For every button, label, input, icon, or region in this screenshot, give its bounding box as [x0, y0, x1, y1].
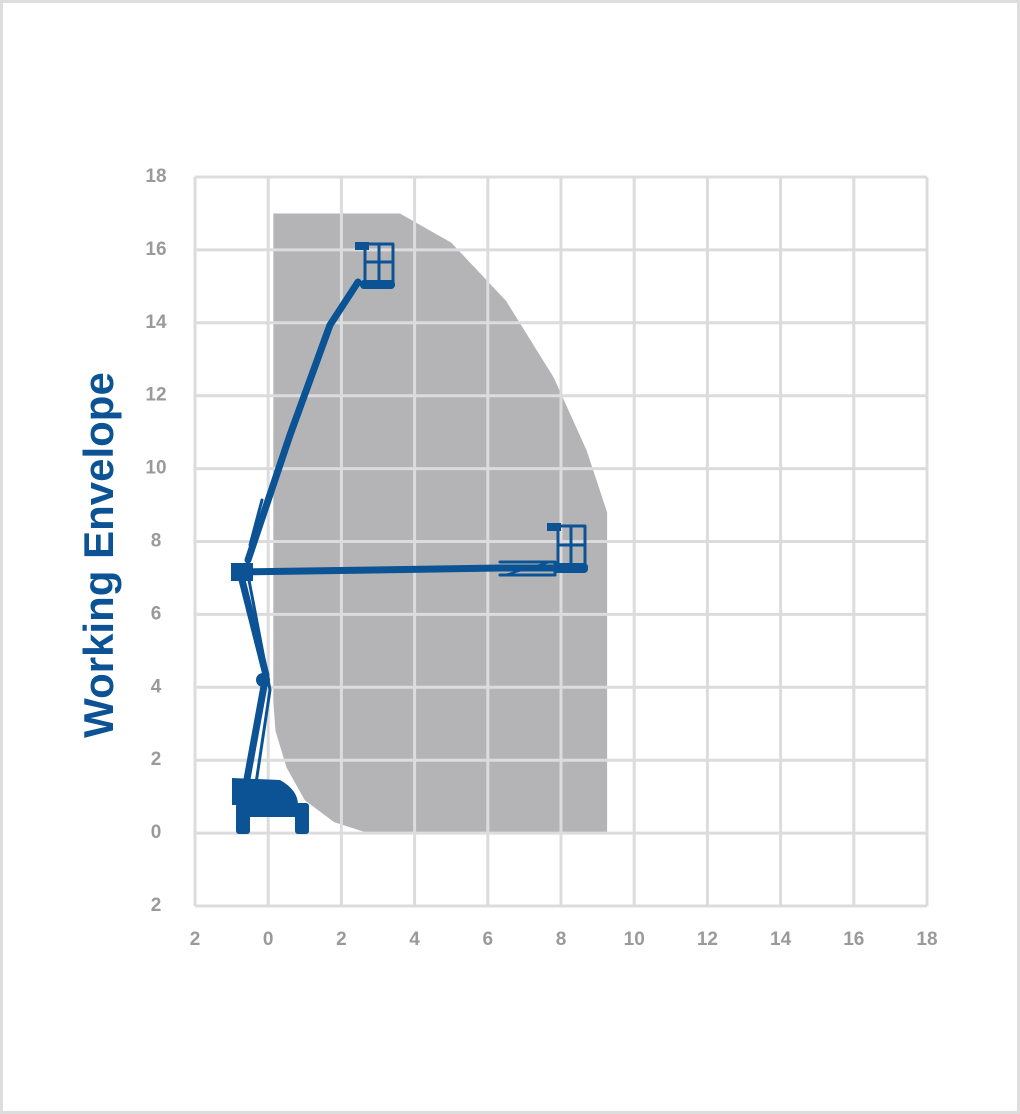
x-tick-label: 12	[697, 929, 718, 950]
riser	[231, 563, 253, 581]
envelope-area	[273, 213, 608, 834]
x-tick-label: 4	[409, 929, 420, 950]
x-tick-label: 6	[483, 929, 494, 950]
x-tick-label: 0	[263, 929, 274, 950]
upper-boom-raised	[244, 278, 362, 564]
lift-drawing	[231, 242, 588, 834]
y-tick-label: 16	[145, 239, 166, 260]
basket-floor	[553, 563, 588, 573]
x-tick-label: 16	[843, 929, 864, 950]
axis-label: Working Envelope	[75, 372, 122, 738]
x-tick-label: 2	[190, 929, 201, 950]
control-box	[547, 523, 561, 531]
lower-boom-arm	[246, 573, 272, 792]
y-tick-label: 2	[151, 749, 162, 770]
basket-floor	[360, 280, 395, 289]
jib-brace	[504, 561, 551, 576]
y-tick-label: 0	[151, 822, 162, 843]
control-box	[355, 242, 369, 250]
boom-cylinder	[248, 498, 264, 547]
y-tick-label: 10	[145, 458, 166, 479]
y-tick-label: 12	[145, 385, 166, 406]
x-tick-label: 18	[916, 929, 937, 950]
y-tick-label: 4	[151, 676, 162, 697]
x-tick-label: 10	[624, 929, 645, 950]
knuckle	[256, 673, 270, 687]
y-tick-label: 14	[145, 312, 167, 333]
x-tick-label: 14	[770, 929, 792, 950]
x-tick-label: 2	[336, 929, 347, 950]
wheel	[295, 803, 309, 834]
y-tick-label: 2	[151, 895, 162, 916]
chassis	[245, 805, 300, 817]
wheel	[236, 803, 250, 834]
upper-boom-horizontal	[236, 564, 559, 576]
y-tick-label: 18	[145, 166, 166, 187]
y-tick-label: 6	[151, 603, 162, 624]
x-tick-label: 8	[556, 929, 567, 950]
turret	[232, 778, 298, 805]
y-tick-label: 8	[151, 531, 162, 552]
